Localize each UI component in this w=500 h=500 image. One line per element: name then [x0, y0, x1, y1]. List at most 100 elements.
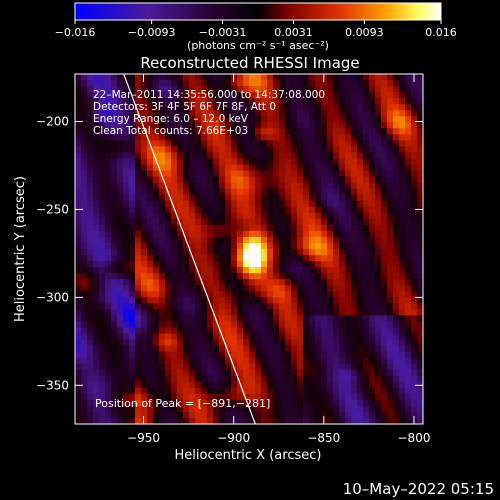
heatmap-cell	[141, 255, 148, 262]
heatmap-cell	[375, 218, 382, 226]
heatmap-cell	[303, 363, 310, 371]
heatmap-cell	[105, 212, 112, 220]
heatmap-cell	[375, 176, 382, 184]
heatmap-cell	[399, 170, 406, 178]
heatmap-cell	[99, 321, 106, 329]
heatmap-cell	[381, 218, 388, 226]
heatmap-cell	[327, 279, 334, 286]
heatmap-cell	[285, 249, 292, 256]
heatmap-cell	[387, 339, 394, 347]
heatmap-cell	[273, 230, 280, 238]
heatmap-cell	[405, 242, 412, 250]
heatmap-cell	[339, 333, 346, 341]
heatmap-cell	[351, 303, 358, 310]
heatmap-cell	[309, 345, 316, 353]
heatmap-cell	[177, 152, 184, 160]
heatmap-cell	[237, 273, 244, 280]
heatmap-cell	[207, 110, 214, 117]
heatmap-cell	[207, 363, 214, 371]
heatmap-cell	[321, 200, 328, 208]
heatmap-cell	[405, 399, 412, 407]
heatmap-cell	[339, 182, 346, 190]
heatmap-cell	[363, 176, 370, 184]
heatmap-cell	[219, 261, 226, 268]
heatmap-cell	[177, 375, 184, 383]
heatmap-cell	[165, 110, 172, 117]
heatmap-cell	[303, 98, 310, 105]
heatmap-cell	[279, 164, 286, 172]
heatmap-cell	[387, 236, 394, 244]
heatmap-cell	[165, 116, 172, 123]
plot-frame	[74, 73, 424, 425]
heatmap-cell	[243, 152, 250, 160]
heatmap-cell	[153, 140, 160, 148]
heatmap-cell	[243, 146, 250, 154]
heatmap-cell	[81, 104, 88, 111]
heatmap-cell	[207, 218, 214, 226]
heatmap-cell	[189, 116, 196, 123]
heatmap-cell	[141, 375, 148, 383]
heatmap-cell	[141, 170, 148, 178]
heatmap-cell	[303, 86, 310, 93]
heatmap-cell	[417, 417, 423, 424]
heatmap-cell	[381, 387, 388, 395]
heatmap-cell	[183, 242, 190, 250]
heatmap-cell	[321, 309, 328, 316]
heatmap-cell	[351, 230, 358, 238]
heatmap-cell	[207, 255, 214, 262]
heatmap-cell	[189, 98, 196, 105]
heatmap-cell	[417, 399, 423, 407]
info-time-range: 22–Mar–2011 14:35:56.000 to 14:37:08.000	[93, 89, 325, 101]
heatmap-cell	[195, 116, 202, 123]
heatmap-cell	[159, 122, 166, 129]
heatmap-cell	[345, 146, 352, 154]
heatmap-cell	[267, 345, 274, 353]
heatmap-cell	[87, 255, 94, 262]
heatmap-cell	[405, 357, 412, 365]
heatmap-cell	[213, 309, 220, 316]
heatmap-cell	[411, 363, 418, 371]
y-tick-label: −300	[36, 290, 69, 304]
heatmap-cell	[81, 369, 88, 377]
heatmap-cell	[285, 140, 292, 148]
heatmap-cell	[381, 188, 388, 196]
heatmap-cell	[231, 345, 238, 353]
heatmap-cell	[267, 206, 274, 214]
heatmap-cell	[159, 182, 166, 190]
heatmap-cell	[75, 128, 82, 135]
heatmap-cell	[273, 110, 280, 117]
heatmap-cell	[207, 170, 214, 178]
heatmap-cell	[75, 80, 82, 87]
heatmap-cell	[339, 236, 346, 244]
heatmap-cell	[171, 417, 178, 424]
heatmap-cell	[105, 285, 112, 292]
heatmap-cell	[195, 273, 202, 280]
heatmap-cell	[405, 321, 412, 329]
heatmap-cell	[273, 381, 280, 389]
heatmap-cell	[405, 417, 412, 424]
heatmap-cell	[387, 116, 394, 123]
heatmap-cell	[135, 122, 142, 129]
heatmap-cell	[219, 74, 226, 81]
heatmap-cell	[219, 315, 226, 323]
heatmap-cell	[225, 110, 232, 117]
heatmap-cell	[255, 417, 262, 424]
heatmap-cell	[273, 122, 280, 129]
heatmap-cell	[105, 242, 112, 250]
heatmap-cell	[315, 212, 322, 220]
heatmap-cell	[351, 134, 358, 141]
heatmap-cell	[129, 242, 136, 250]
heatmap-cell	[201, 375, 208, 383]
heatmap-cell	[387, 273, 394, 280]
heatmap-cell	[135, 194, 142, 202]
heatmap-cell	[171, 146, 178, 154]
heatmap-cell	[381, 291, 388, 298]
heatmap-cell	[309, 357, 316, 365]
heatmap-cell	[243, 200, 250, 208]
heatmap-cell	[399, 86, 406, 93]
heatmap-cell	[135, 230, 142, 238]
heatmap-cell	[345, 122, 352, 129]
heatmap-cell	[315, 321, 322, 329]
heatmap-cell	[249, 333, 256, 341]
heatmap-cell	[87, 230, 94, 238]
